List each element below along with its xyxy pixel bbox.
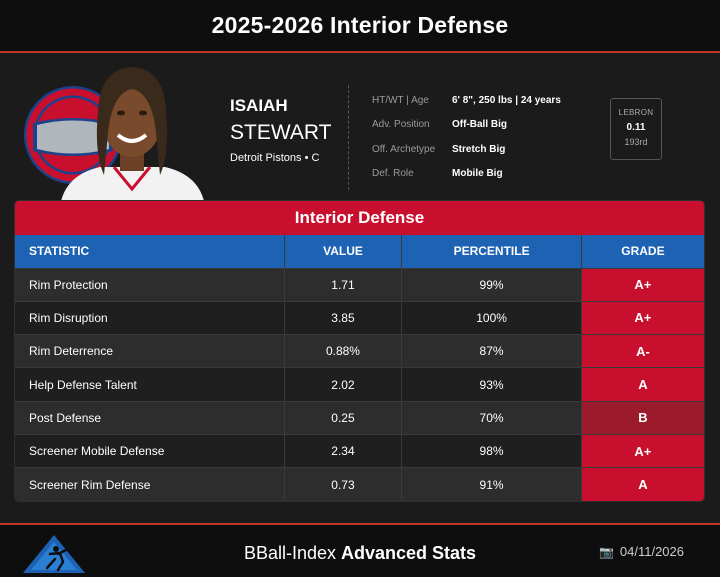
cell-value: 2.02 [283, 367, 402, 402]
info-label: Off. Archetype [372, 143, 436, 155]
footer-brand: BBall-Index Advanced Stats [0, 543, 720, 564]
footer-brand-prefix: BBall-Index [243, 543, 341, 563]
page-title: 2025-2026 Interior Defense [211, 12, 509, 38]
cell-percentile: 98% [401, 433, 582, 468]
cell-statistic: Screener Rim Defense [15, 467, 285, 501]
cell-value: 1.71 [283, 267, 402, 302]
cell-statistic: Rim Disruption [15, 300, 285, 335]
footer-date: 📷 04/11/2026 [599, 544, 684, 559]
cell-percentile: 99% [401, 267, 582, 302]
cell-statistic: Rim Deterrence [15, 334, 285, 368]
info-value: 6' 8", 250 lbs | 24 years [452, 94, 561, 106]
column-header-percentile: PERCENTILE [401, 235, 582, 268]
info-value: Mobile Big [452, 168, 503, 180]
table-row: Post Defense 0.25 70% B [15, 400, 704, 435]
player-photo [60, 67, 205, 206]
player-first-name: ISAIAH [230, 96, 288, 115]
cell-grade: A+ [580, 267, 704, 302]
lebron-box: LEBRON 0.11 193rd [610, 98, 662, 160]
info-label: Def. Role [372, 168, 414, 180]
camera-icon: 📷 [598, 544, 614, 559]
team-logo [24, 86, 122, 184]
table-row: Screener Rim Defense 0.73 91% A [15, 467, 704, 501]
table-title: Interior Defense [15, 201, 704, 235]
stats-table: STATISTIC VALUE PERCENTILE GRADE Rim Pro… [15, 235, 704, 501]
info-row-def-role: Def. Role Mobile Big [372, 162, 561, 187]
player-last-name: STEWART [230, 121, 332, 144]
bball-index-logo [23, 535, 85, 573]
column-header-grade: GRADE [580, 235, 704, 268]
cell-value: 0.25 [283, 400, 402, 435]
cell-percentile: 93% [401, 367, 582, 402]
cell-percentile: 91% [401, 467, 582, 501]
stats-table-panel: Interior Defense STATISTIC VALUE PERCENT… [14, 200, 705, 502]
cell-statistic: Help Defense Talent [15, 367, 285, 402]
cell-statistic: Screener Mobile Defense [15, 433, 285, 468]
info-label: HT/WT | Age [372, 94, 429, 106]
info-divider [348, 85, 349, 190]
cell-grade: A [580, 367, 704, 402]
cell-statistic: Post Defense [15, 400, 285, 435]
cell-statistic: Rim Protection [15, 267, 285, 302]
cell-grade: A [580, 467, 704, 501]
lebron-value: 0.11 [626, 122, 646, 133]
header-bar: 2025-2026 Interior Defense [0, 0, 720, 53]
lebron-label: LEBRON [618, 108, 654, 117]
cell-value: 0.73 [283, 467, 402, 501]
table-row: Rim Protection 1.71 99% A+ [15, 267, 704, 302]
cell-percentile: 100% [401, 300, 582, 335]
cell-value: 3.85 [283, 300, 402, 335]
column-header-value: VALUE [283, 235, 402, 268]
cell-grade: A+ [580, 300, 704, 335]
table-row: Screener Mobile Defense 2.34 98% A+ [15, 433, 704, 468]
footer-brand-bold: Advanced Stats [341, 543, 477, 563]
cell-value: 2.34 [283, 433, 402, 468]
table-row: Rim Disruption 3.85 100% A+ [15, 300, 704, 335]
table-header-row: STATISTIC VALUE PERCENTILE GRADE [15, 235, 704, 268]
table-row: Help Defense Talent 2.02 93% A [15, 367, 704, 402]
info-value: Off-Ball Big [452, 119, 507, 131]
cell-value: 0.88% [283, 334, 402, 368]
player-team-position: Detroit Pistons • C [230, 152, 320, 164]
cell-percentile: 70% [401, 400, 582, 435]
footer-bar: BBall-Index Advanced Stats 📷 04/11/2026 [0, 523, 720, 577]
cell-grade: A+ [580, 433, 704, 468]
player-info: HT/WT | Age 6' 8", 250 lbs | 24 years Ad… [372, 88, 561, 186]
table-row: Rim Deterrence 0.88% 87% A- [15, 334, 704, 368]
info-value: Stretch Big [452, 143, 506, 155]
player-card: ISAIAH STEWART Detroit Pistons • C HT/WT… [0, 55, 720, 523]
cell-grade: B [580, 400, 704, 435]
cell-percentile: 87% [401, 334, 582, 368]
date-text: 04/11/2026 [619, 544, 684, 559]
info-row-off-archetype: Off. Archetype Stretch Big [372, 137, 561, 162]
info-row-height-weight-age: HT/WT | Age 6' 8", 250 lbs | 24 years [372, 88, 561, 113]
cell-grade: A- [580, 334, 704, 368]
lebron-rank: 193rd [624, 137, 648, 147]
info-label: Adv. Position [372, 119, 430, 131]
info-row-adv-position: Adv. Position Off-Ball Big [372, 113, 561, 138]
column-header-statistic: STATISTIC [15, 235, 285, 268]
